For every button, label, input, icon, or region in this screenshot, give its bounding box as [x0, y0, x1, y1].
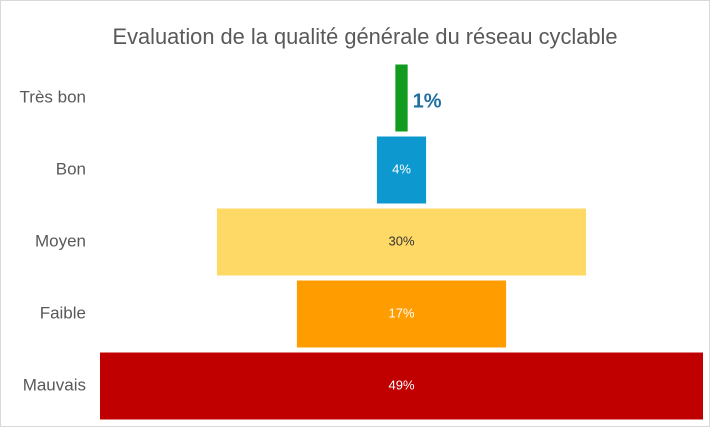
value-label: 4% [392, 161, 411, 176]
funnel-bar [216, 208, 587, 276]
funnel-bar [296, 280, 507, 348]
chart-title: Evaluation de la qualité générale du rés… [113, 24, 618, 49]
category-label: Bon [56, 159, 86, 178]
funnel-bar [100, 352, 703, 420]
category-label: Faible [40, 303, 86, 322]
value-label: 49% [388, 377, 414, 392]
value-label: 30% [388, 233, 414, 248]
value-label: 1% [413, 90, 442, 112]
category-label: Très bon [20, 87, 86, 106]
category-label: Mauvais [23, 375, 86, 394]
funnel-bar [395, 64, 408, 132]
value-label: 17% [388, 305, 414, 320]
funnel-bar [376, 136, 427, 204]
category-label: Moyen [35, 231, 86, 250]
